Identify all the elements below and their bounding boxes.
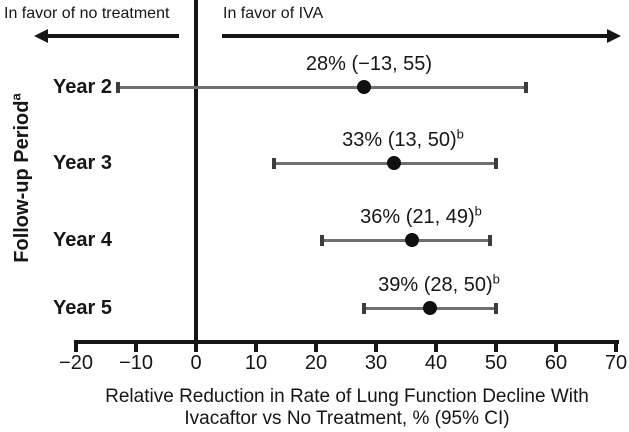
ci-cap-left (320, 235, 324, 246)
ci-cap-right (494, 158, 498, 169)
ci-cap-right (524, 82, 528, 93)
x-tick-mark (254, 344, 258, 352)
favor-right-label: In favor of IVA (223, 5, 324, 22)
right-arrow-icon (607, 29, 621, 43)
x-axis-title: Relative Reduction in Rate of Lung Funct… (77, 386, 617, 430)
x-tick-mark (74, 344, 78, 352)
y-axis-label-text: Follow-up Period (11, 100, 33, 263)
ci-cap-left (272, 158, 276, 169)
category-label: Year 3 (53, 152, 112, 174)
estimate-point (405, 233, 419, 247)
category-label: Year 5 (53, 297, 112, 319)
estimate-label-superscript: b (492, 271, 500, 287)
estimate-label: 36% (21, 49)b (360, 203, 482, 228)
x-tick-label: −10 (119, 352, 153, 374)
x-tick-mark (314, 344, 318, 352)
x-tick-label: 70 (604, 352, 628, 374)
x-tick-mark (554, 344, 558, 352)
x-tick-label: 30 (364, 352, 388, 374)
category-label: Year 4 (53, 229, 112, 251)
ci-cap-left (362, 303, 366, 314)
estimate-label: 33% (13, 50)b (342, 126, 464, 151)
x-axis-title-line2: Ivacaftor vs No Treatment, % (95% CI) (184, 408, 510, 429)
x-tick-mark (614, 344, 618, 352)
estimate-label-superscript: b (456, 126, 464, 142)
ci-cap-right (494, 303, 498, 314)
x-tick-mark (494, 344, 498, 352)
left-arrow-line (46, 34, 179, 38)
ci-line (118, 86, 526, 89)
estimate-label: 39% (28, 50)b (378, 271, 500, 296)
ci-line (274, 162, 496, 165)
left-arrow-icon (34, 29, 48, 43)
ci-cap-right (488, 235, 492, 246)
x-tick-mark (194, 344, 198, 352)
zero-reference-line (194, 0, 198, 344)
x-tick-label: 50 (484, 352, 508, 374)
x-tick-label: 40 (424, 352, 448, 374)
x-tick-mark (374, 344, 378, 352)
y-axis-label: Follow-up Perioda (8, 78, 33, 278)
estimate-label: 28% (−13, 55) (305, 53, 433, 75)
estimate-point (423, 301, 437, 315)
x-tick-label: 20 (304, 352, 328, 374)
x-tick-mark (434, 344, 438, 352)
x-tick-label: −20 (59, 352, 93, 374)
favor-left-label: In favor of no treatment (4, 5, 170, 22)
x-tick-label: 0 (190, 352, 202, 374)
x-tick-label: 60 (544, 352, 568, 374)
x-tick-mark (134, 344, 138, 352)
x-axis-title-line1: Relative Reduction in Rate of Lung Funct… (105, 386, 589, 407)
category-label: Year 2 (53, 76, 112, 98)
estimate-point (387, 156, 401, 170)
y-axis-label-superscript: a (8, 93, 24, 101)
right-arrow-line (222, 34, 609, 38)
x-tick-label: 10 (244, 352, 268, 374)
estimate-label-superscript: b (474, 203, 482, 219)
estimate-point (357, 80, 371, 94)
x-axis-line (74, 340, 619, 344)
ci-cap-left (116, 82, 120, 93)
